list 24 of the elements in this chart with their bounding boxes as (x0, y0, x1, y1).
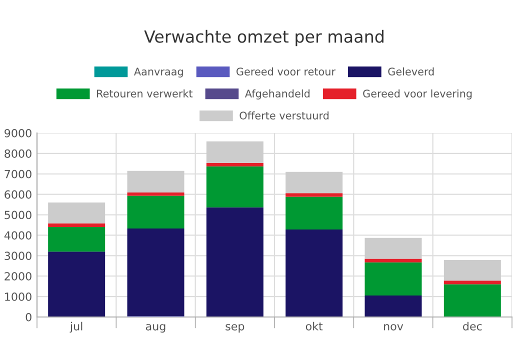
y-tick-label: 6000 (4, 190, 32, 199)
y-tick-label: 5000 (4, 210, 32, 220)
legend-label: Gereed voor retour (236, 67, 336, 76)
y-tick-label: 3000 (4, 252, 32, 260)
x-tick-label: okt (306, 322, 323, 330)
legend-label: Offerte verstuurd (240, 111, 328, 120)
legend-label: Geleverd (388, 67, 434, 76)
legend-label: Afgehandeld (244, 89, 310, 100)
y-tick-label: 9000 (4, 128, 32, 138)
legend-label: Aanvraag (134, 68, 183, 78)
y-tick-label: 2000 (4, 272, 32, 280)
y-tick-label: 1000 (5, 292, 32, 301)
y-tick-label: 7000 (4, 170, 32, 178)
y-tick-label: 4000 (4, 231, 32, 240)
x-tick-label: dec (463, 322, 482, 330)
x-tick-label: nov (384, 324, 404, 330)
x-tick-label: aug (146, 324, 166, 333)
chart-title: Verwachte omzet per maand (144, 30, 384, 46)
x-tick-label: sep (226, 324, 244, 333)
x-tick-label: jul (70, 322, 82, 333)
y-tick-label: 0 (26, 312, 32, 322)
legend-label: Retouren verwerkt (97, 89, 193, 98)
y-tick-label: 8000 (4, 149, 32, 158)
legend-label: Gereed voor levering (363, 89, 472, 100)
